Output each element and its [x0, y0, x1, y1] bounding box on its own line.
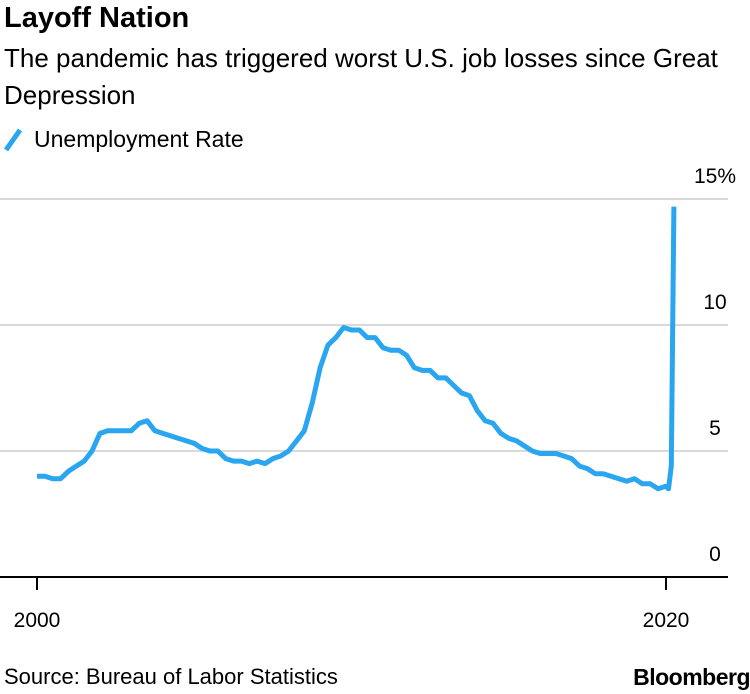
x-tick-label: 2000: [14, 609, 61, 632]
source-note: Source: Bureau of Labor Statistics: [4, 664, 338, 689]
chart-subtitle: The pandemic has triggered worst U.S. jo…: [4, 43, 718, 110]
grid: [0, 198, 728, 452]
bloomberg-logo: Bloomberg: [633, 664, 750, 690]
y-tick-label: 10: [703, 291, 726, 314]
x-tick-label: 2020: [643, 609, 690, 632]
series-layer: [37, 206, 677, 492]
line-swatch-icon: [4, 128, 22, 151]
y-tick-label: 0: [709, 543, 721, 566]
legend: Unemployment Rate: [4, 126, 244, 153]
y-tick-label: 5: [709, 417, 721, 440]
tick-labels: 0 5 10 15% 2000 2020: [14, 165, 736, 632]
x-axis: [0, 576, 728, 590]
chart-title: Layoff Nation: [4, 2, 190, 34]
legend-label: Unemployment Rate: [34, 126, 244, 152]
series-line-unemployment-rate: [37, 206, 677, 492]
y-tick-label: 15%: [694, 165, 736, 188]
